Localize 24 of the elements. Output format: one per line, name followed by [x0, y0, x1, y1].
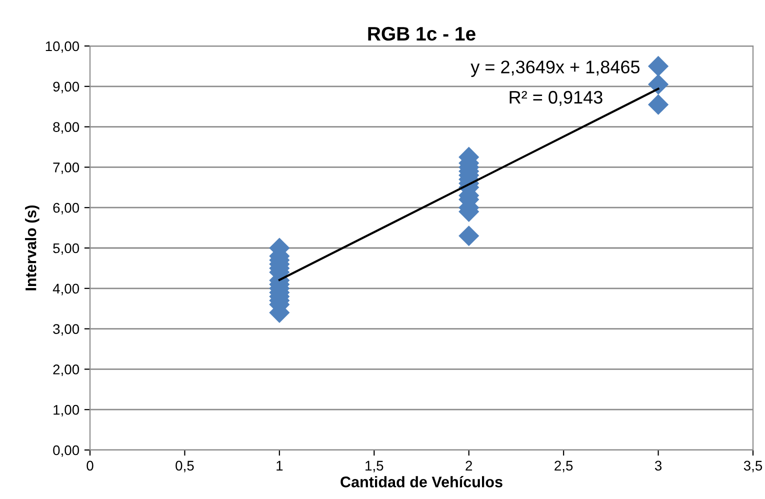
x-tick-label: 1,5 [366, 460, 384, 472]
y-tick-label: 1,00 [54, 404, 80, 416]
y-tick-label: 10,00 [46, 41, 80, 53]
x-tick-label: 3,5 [744, 460, 762, 472]
x-tick-label: 0 [86, 460, 94, 471]
y-tick-label: 8,00 [53, 122, 80, 134]
x-tick-label: 2,5 [554, 460, 573, 472]
annotation: y = 2,3649x + 1,8465 [470, 60, 640, 77]
annotation: R² = 0,9143 [510, 90, 602, 106]
x-axis-title: Cantidad de Vehículos [340, 476, 502, 488]
y-tick-label: 6,00 [53, 202, 80, 214]
y-axis-title: Intervalo (s) [25, 205, 40, 290]
y-tick-label: 7,00 [53, 162, 80, 174]
x-tick-label: 3 [654, 460, 662, 471]
x-tick-label: 1 [276, 460, 283, 470]
y-tick-label: 5,00 [53, 243, 80, 255]
x-tick-label: 0,5 [176, 460, 194, 472]
chart-title: RGB 1c - 1e [368, 26, 476, 41]
y-tick-label: 9,00 [53, 82, 80, 94]
y-tick-label: 0,00 [53, 445, 80, 457]
x-tick-label: 2 [466, 460, 472, 470]
y-tick-label: 2,00 [53, 364, 80, 376]
y-tick-label: 4,00 [52, 284, 80, 296]
y-tick-label: 3,00 [53, 324, 80, 336]
